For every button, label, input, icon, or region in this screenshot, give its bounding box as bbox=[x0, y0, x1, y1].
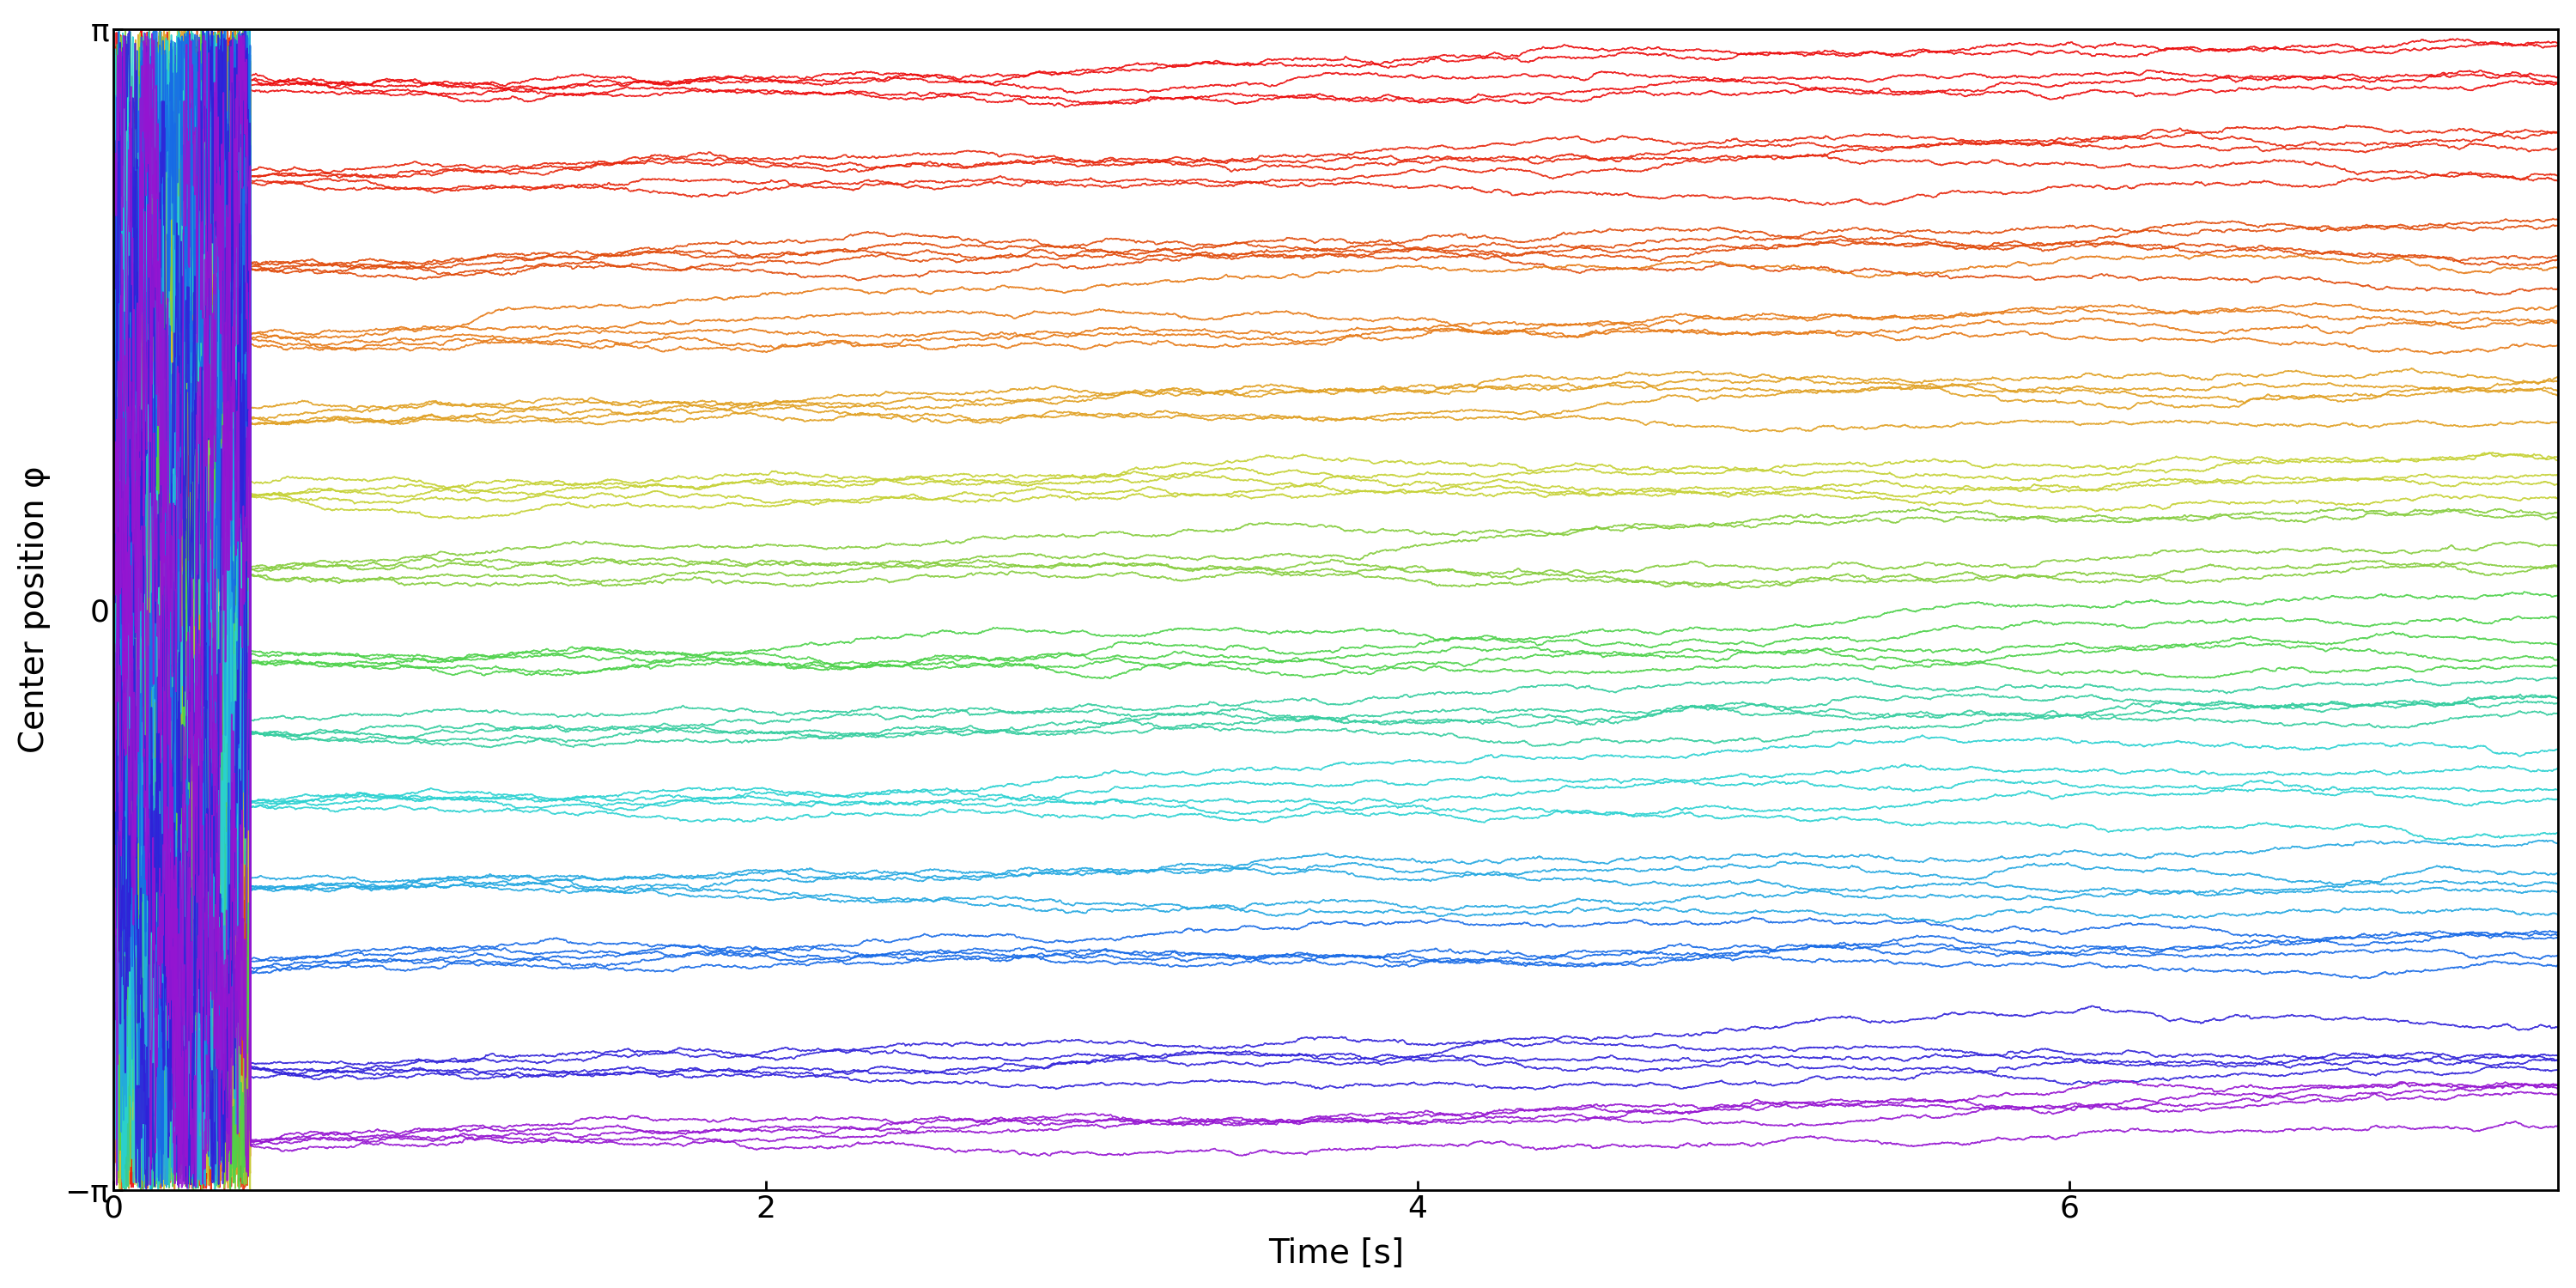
Y-axis label: Center position φ: Center position φ bbox=[18, 466, 52, 753]
X-axis label: Time [s]: Time [s] bbox=[1267, 1238, 1404, 1270]
